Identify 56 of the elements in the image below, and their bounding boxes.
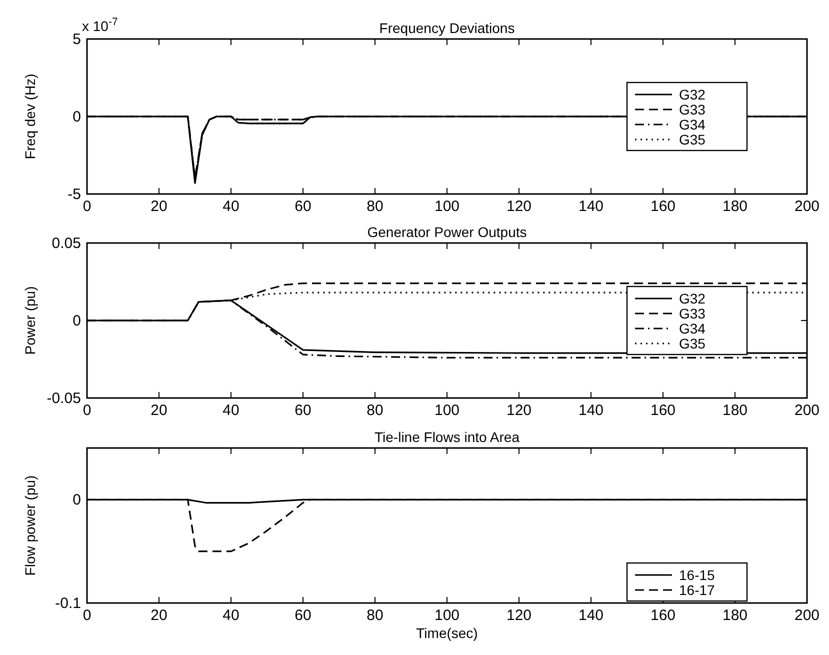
legend-label: 16-15 <box>679 567 716 583</box>
legend-label: 16-17 <box>679 582 716 598</box>
text: x 10$^{-7}$ <box>82 16 118 34</box>
x-tick-label: 40 <box>222 607 240 624</box>
x-tick-label: 160 <box>650 402 676 419</box>
x-tick-label: 180 <box>722 198 748 215</box>
x-tick-label: 40 <box>222 402 240 419</box>
x-tick-label: 180 <box>722 402 748 419</box>
x-tick-label: 100 <box>434 402 460 419</box>
x-tick-label: 180 <box>722 607 748 624</box>
x-tick-label: 20 <box>150 198 168 215</box>
legend-label: G35 <box>679 132 706 148</box>
x-tick-label: 60 <box>294 402 312 419</box>
x-tick-label: 160 <box>650 198 676 215</box>
y-tick-label: 0 <box>72 492 81 509</box>
y-tick-label: 0 <box>72 312 81 330</box>
x-tick-label: 140 <box>578 198 604 215</box>
legend-label: G33 <box>679 306 706 322</box>
x-tick-label: 120 <box>506 607 532 624</box>
x-tick-label: 200 <box>794 607 820 624</box>
legend-label: G32 <box>679 290 706 306</box>
y-axis-title: Power (pu) <box>22 286 38 355</box>
x-tick-label: 120 <box>506 402 532 419</box>
y-tick-label: 5 <box>72 31 81 48</box>
x-axis-title: Time(sec) <box>416 625 478 641</box>
x-tick-label: 40 <box>222 198 240 215</box>
legend-label: G34 <box>679 116 706 132</box>
legend-label: G34 <box>679 320 706 336</box>
x-tick-label: 80 <box>366 198 384 215</box>
x-tick-label: 200 <box>794 198 820 215</box>
legend-label: G35 <box>679 336 706 352</box>
y-tick-label: -5 <box>68 186 81 203</box>
x-tick-label: 100 <box>434 198 460 215</box>
x-tick-label: 100 <box>434 607 460 624</box>
x-tick-label: 20 <box>150 607 168 624</box>
y-axis-title: Flow power (pu) <box>22 475 38 576</box>
x-tick-label: 140 <box>578 402 604 419</box>
legend-label: G33 <box>679 102 706 118</box>
x-tick-label: 80 <box>366 607 384 624</box>
x-tick-label: 80 <box>366 402 384 419</box>
x-tick-label: 60 <box>294 607 312 624</box>
x-tick-label: 140 <box>578 607 604 624</box>
x-tick-label: 120 <box>506 198 532 215</box>
y-tick-label: 0.05 <box>52 235 81 252</box>
x-tick-label: 20 <box>150 402 168 419</box>
x-tick-label: 200 <box>794 402 820 419</box>
legend-label: G32 <box>679 86 706 102</box>
x-tick-label: 160 <box>650 607 676 624</box>
chart-title: Frequency Deviations <box>379 20 515 36</box>
chart-title: Tie-line Flows into Area <box>374 429 520 445</box>
x-tick-label: 60 <box>294 198 312 215</box>
y-tick-label: 0 <box>72 108 81 126</box>
y-axis-title: Freq dev (Hz) <box>22 74 38 160</box>
y-tick-label: -0.05 <box>46 390 81 407</box>
y-tick-label: -0.1 <box>55 595 81 612</box>
chart-title: Generator Power Outputs <box>367 224 527 240</box>
